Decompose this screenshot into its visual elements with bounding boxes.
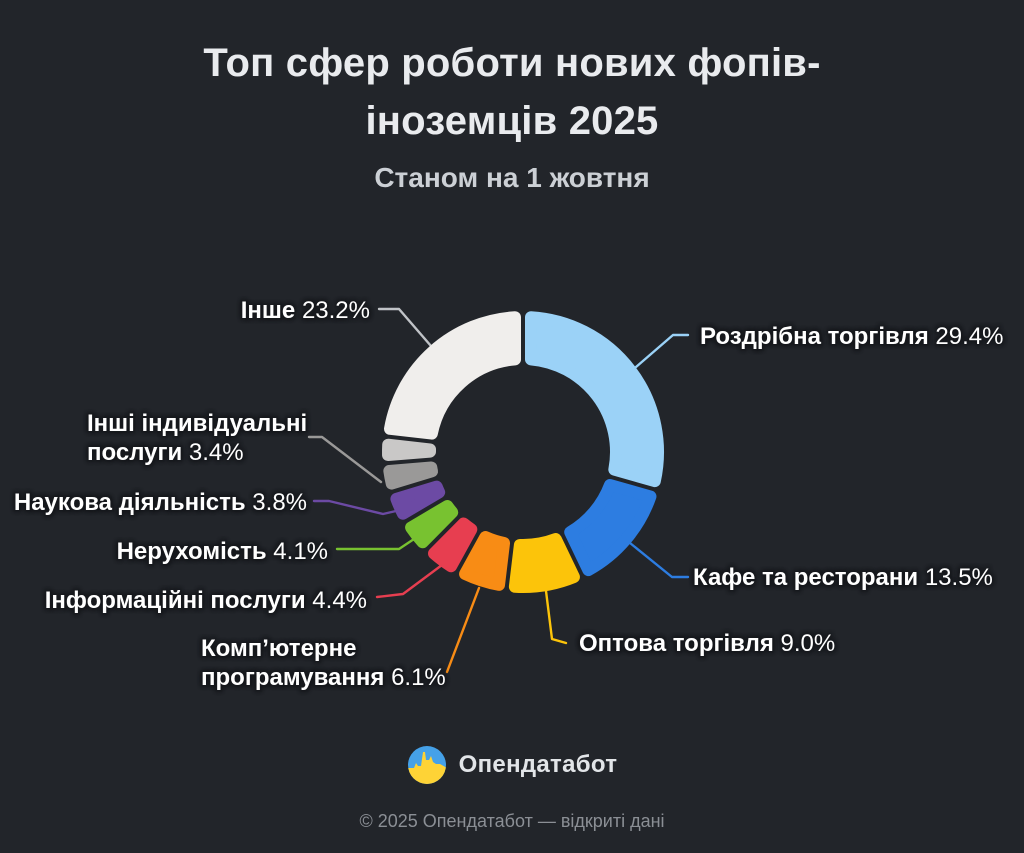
label-kafe-pct: 13.5% bbox=[924, 564, 993, 591]
page-subtitle: Станом на 1 жовтня bbox=[374, 162, 650, 193]
label-rozdribna-torhivlia: Роздрібна торгівля 29.4% bbox=[700, 322, 1003, 351]
label-nerukhomist: Нерухомість 4.1% bbox=[117, 537, 328, 566]
label-naukova-diialnist: Наукова діяльність 3.8% bbox=[14, 488, 307, 517]
leader-line-rozdribna bbox=[634, 333, 690, 369]
label-kompiuterne-prohramuvannia: Комп’ютерне програмування 6.1% bbox=[201, 634, 446, 692]
label-kompyuterne-line1: Комп’ютерне bbox=[201, 635, 357, 662]
leader-line-naukova bbox=[312, 499, 398, 516]
opendatabot-logo-icon bbox=[407, 746, 446, 784]
label-nerukhomist-name: Нерухомість bbox=[116, 538, 267, 565]
leader-line-kafe bbox=[628, 541, 690, 579]
donut-segment-optova bbox=[508, 533, 580, 593]
leader-line-optova bbox=[544, 589, 568, 645]
label-optova-name: Оптова торгівля bbox=[579, 630, 774, 657]
label-rozdribna-pct: 29.4% bbox=[935, 323, 1004, 350]
label-inshe-name: Інше bbox=[240, 297, 296, 324]
label-inshi-indyvidualni-posluhy: Інші індивідуальні послуги 3.4% bbox=[87, 409, 307, 467]
label-naukova-pct: 3.8% bbox=[252, 489, 307, 516]
donut-segment-kompyuterne bbox=[459, 531, 511, 591]
donut-segment-naukova bbox=[390, 480, 446, 520]
label-kompyuterne-line2: програмування bbox=[201, 664, 385, 691]
brand-row: Опендатабот bbox=[0, 745, 1024, 785]
label-kompyuterne-pct: 6.1% bbox=[391, 664, 446, 691]
label-nerukhomist-pct: 4.1% bbox=[273, 538, 328, 565]
label-naukova-name: Наукова діяльність bbox=[13, 489, 246, 516]
label-informatsiyni-name: Інформаційні послуги bbox=[44, 587, 306, 614]
label-optova-pct: 9.0% bbox=[780, 630, 836, 657]
label-inshi-line1: Інші індивідуальні bbox=[87, 410, 308, 437]
label-rozdribna-name: Роздрібна торгівля bbox=[700, 323, 929, 350]
label-informatsiyni-pct: 4.4% bbox=[312, 587, 367, 614]
donut-segment-informatsiyni bbox=[428, 517, 478, 573]
title-line-2: іноземців 2025 bbox=[365, 99, 659, 143]
brand-name: Опендатабот bbox=[458, 751, 618, 778]
copyright-text: © 2025 Опендатабот — відкриті дані bbox=[359, 811, 665, 831]
donut-segment-unlabeled bbox=[381, 438, 437, 462]
leader-line-inshi-indyvidualni bbox=[307, 435, 383, 484]
leader-line-kompyuterne bbox=[445, 586, 481, 674]
label-informatsiini-posluhy: Інформаційні послуги 4.4% bbox=[45, 586, 367, 615]
leader-line-informatsiyni bbox=[375, 560, 448, 599]
label-inshe: Інше 23.2% bbox=[241, 296, 370, 325]
donut-segment-inshi-indyvidualni bbox=[383, 461, 439, 490]
donut-segment-rozdribna bbox=[524, 311, 664, 488]
label-inshe-pct: 23.2% bbox=[301, 297, 370, 324]
donut-segment-inshe bbox=[384, 311, 522, 440]
label-inshi-line2: послуги bbox=[87, 439, 183, 466]
page-title: Топ сфер роботи нових фопів- іноземців 2… bbox=[0, 34, 1024, 150]
leader-line-inshe bbox=[377, 307, 433, 348]
label-kafe-name: Кафе та ресторани bbox=[693, 564, 919, 591]
label-inshi-pct: 3.4% bbox=[188, 439, 244, 466]
label-kafe-ta-restorany: Кафе та ресторани 13.5% bbox=[693, 563, 993, 592]
label-optova-torhivlia: Оптова торгівля 9.0% bbox=[579, 629, 835, 658]
donut-segment-nerukhomist bbox=[405, 500, 459, 549]
donut-segment-kafe bbox=[564, 478, 657, 577]
title-line-1: Топ сфер роботи нових фопів- bbox=[203, 41, 821, 85]
